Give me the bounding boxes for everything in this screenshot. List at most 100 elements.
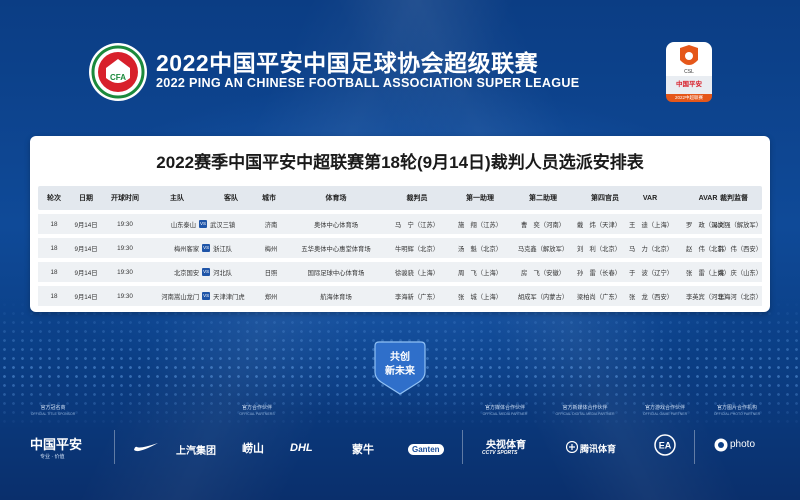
cell-date: 9月14日 [74,269,98,277]
cell-var: 于 波（辽宁） [628,269,674,277]
title-english: 2022 PING AN CHINESE FOOTBALL ASSOCIATIO… [156,76,580,90]
sponsor-pingan-sub: 专业 · 价值 [40,454,65,460]
csl-badge-mid: 中国平安 [666,76,712,94]
nike-swoosh-icon [134,443,158,452]
cell-date: 9月14日 [74,245,98,253]
cfa-logo-text: CFA [110,73,126,82]
sponsor-label-media: 官方媒体合作伙伴 OFFICIAL MEDIA PARTNER [482,405,528,416]
cell-supervisor: 姚 庆（山东） [717,269,762,277]
sponsor-divider [694,430,695,464]
sponsor-mengniu-logo: 蒙牛 [352,444,374,456]
cell-round: 18 [50,292,58,300]
vs-badge: VS [202,244,211,252]
cell-away: 河北队 [213,269,233,277]
csl-badge-label: CSL [684,69,694,75]
tencent-sports-icon [566,441,578,453]
sponsor-tencent-logo: 腾讯体育 [580,444,617,454]
cell-referee: 李海新（广东） [394,293,440,301]
cell-ar1: 张 城（上海） [457,293,503,301]
table-header-row: 轮次 日期 开球时间 主队 客队 城市 体育场 裁判员 第一助理 第二助理 第四… [38,186,762,210]
col-fourth: 第四官员 [591,195,619,202]
schedule-title: 2022赛季中国平安中超联赛第18轮(9月14日)裁判人员选派安排表 [156,153,644,172]
cell-avar: 李英宾（河北） [685,293,731,301]
cell-stadium: 五华奥体中心惠堂体育场 [301,245,371,253]
sponsor-label-game: 官方游戏合作伙伴 OFFICIAL GAME PARTNER [642,405,688,416]
cell-date: 9月14日 [74,221,98,229]
emblem-line2: 新未来 [385,364,416,377]
cell-ar1: 汤 魁（北京） [457,245,503,253]
vs-badge: VS [202,268,211,276]
sponsor-label-partners: 官方合作伙伴 OFFICIAL PARTNERS [239,405,275,416]
sponsor-photo-logo: photo [730,439,756,450]
col-time: 开球时间 [111,195,139,202]
ea-logo-icon: EA [654,434,676,456]
sponsor-label-photo: 官方图片合作机构 OFFICIAL PHOTO PARTNER [713,405,761,416]
sponsor-label-title: 官方冠名商 OFFICIAL TITLE SPONSOR [30,405,76,416]
cell-stadium: 奥体中心体育场 [313,221,359,229]
col-away: 客队 [224,195,238,202]
cell-stadium: 航海体育场 [320,293,352,301]
cell-avar: 赵 伟（北京） [685,245,731,253]
sponsor-saic-logo: 上汽集团 [176,446,216,457]
col-stadium: 体育场 [325,195,347,202]
cell-time: 19:30 [117,244,133,252]
title-chinese: 2022中国平安中国足球协会超级联赛 [156,50,539,76]
csl-badge: CSL 中国平安 2022中超联赛 [666,42,712,102]
cell-avar: 张 雷（上海） [685,269,731,277]
ea-logo-text: EA [659,441,672,451]
cell-round: 18 [50,220,58,228]
referee-table: 轮次 日期 开球时间 主队 客队 城市 体育场 裁判员 第一助理 第二助理 第四… [38,186,762,306]
cell-time: 19:30 [117,268,133,276]
cell-fourth: 戴 炜（天津） [576,221,622,229]
cell-ar2: 房 飞（安徽） [520,269,566,277]
col-home: 主队 [170,195,184,202]
cell-away: 天津津门虎 [213,293,245,301]
cell-home: 北京国安 [173,269,200,277]
cell-fourth: 梁柏尚（广东） [576,293,622,301]
vcg-photo-icon [714,438,728,452]
sponsor-ganten-logo: Ganten [408,444,444,455]
referee-schedule-card: 2022赛季中国平安中超联赛第18轮(9月14日)裁判人员选派安排表 轮次 日期… [30,136,770,312]
col-city: 城市 [262,195,276,202]
col-avar: AVAR [698,194,718,202]
sponsor-cctv-sub: CCTV SPORTS [482,450,518,456]
cell-ar2: 曹 奕（河南） [520,221,566,229]
cell-ar2: 马克鑫（解放军） [517,245,569,253]
cell-var: 马 力（北京） [628,245,674,253]
csl-badge-bottom: 2022中超联赛 [666,94,712,102]
cell-home: 河南嵩山龙门 [161,293,200,301]
cell-home: 山东泰山 [170,221,196,229]
cell-supervisor: 冯文强（解放军） [711,221,762,229]
sponsor-pingan-logo: 中国平安 [30,437,83,452]
csl-shield-icon: CSL [680,45,698,75]
col-ar2: 第二助理 [529,195,557,202]
table-row: 18 9月14日 19:30 北京国安 VS 河北队 日照 国际足球中心体育场 徐骏… [38,262,762,282]
cell-var: 张 龙（西安） [628,293,674,301]
cell-match: 山东泰山 VS 武汉三镇 [150,214,256,234]
cell-fourth: 孙 雷（长春） [576,269,622,277]
cell-time: 19:30 [117,292,133,300]
sponsor-divider [462,430,463,464]
cell-referee: 牛明辉（北京） [394,245,440,253]
cell-supervisor: 韩 伟（西安） [717,245,762,253]
co-create-future-emblem: 共创 新未来 [374,341,426,395]
cell-time: 19:30 [117,220,133,228]
cell-round: 18 [50,244,58,252]
sponsor-cctv-logo: 央视体育 [486,440,526,451]
table-row: 18 9月14日 19:30 梅州客家 VS 浙江队 梅州 五华奥体中心惠堂体育场 … [38,238,762,258]
col-var: VAR [642,194,658,202]
col-round: 轮次 [47,195,61,202]
cell-away: 武汉三镇 [210,221,236,229]
cell-ar1: 施 翔（江苏） [457,221,503,229]
cell-match: 梅州客家 VS 浙江队 [150,238,256,258]
cell-date: 9月14日 [74,293,98,301]
cell-supervisor: 李海河（北京） [717,293,762,301]
cfa-logo-icon: CFA [89,43,147,101]
cell-ar2: 胡成军（内蒙古） [517,293,569,301]
col-referee: 裁判员 [406,195,428,202]
cell-city: 郑州 [264,293,278,301]
cell-city: 日照 [264,269,278,277]
sponsor-divider [114,430,115,464]
sponsor-dhl-logo: DHL [290,442,313,454]
cell-match: 河南嵩山龙门 VS 天津津门虎 [150,286,256,306]
